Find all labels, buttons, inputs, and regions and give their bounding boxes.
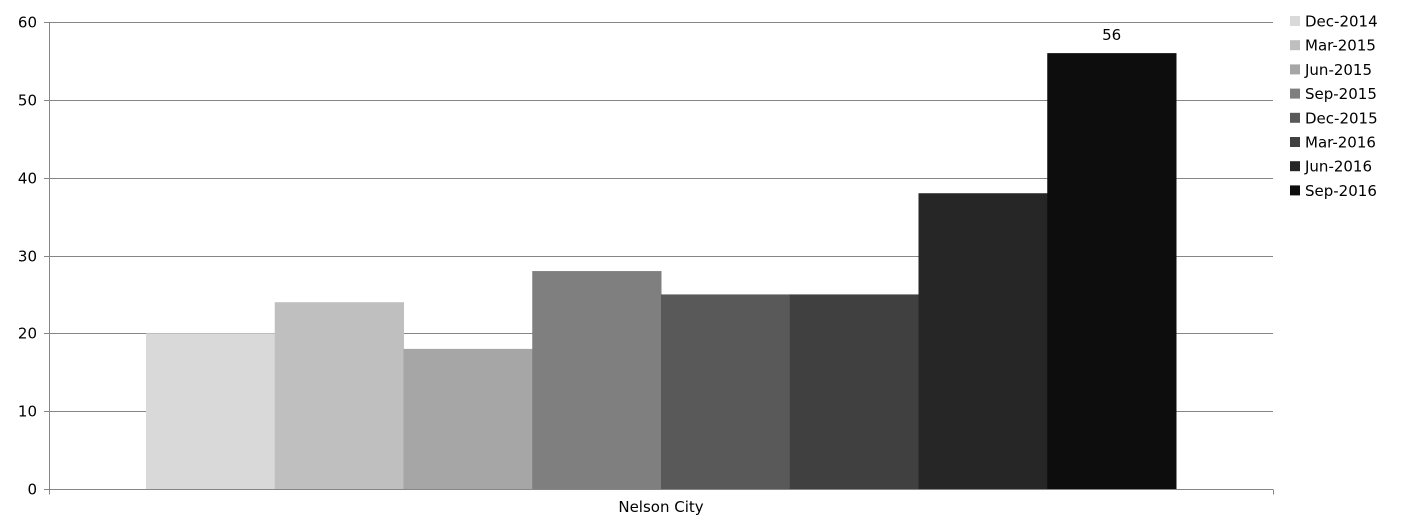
legend-swatch (1290, 64, 1300, 75)
bar-mar-2015 (274, 302, 404, 489)
legend-item: Sep-2015 (1290, 85, 1377, 103)
bar-mar-2016 (789, 294, 919, 489)
y-tick-label: 50 (18, 92, 37, 110)
legend-swatch (1290, 112, 1300, 123)
legend-label: Mar-2016 (1305, 134, 1376, 152)
legend-label: Mar-2015 (1305, 37, 1376, 55)
y-tick-label: 30 (18, 248, 37, 266)
labels: 0 10 20 30 40 50 60 56 Nelson City (18, 14, 1121, 517)
legend-swatch (1290, 137, 1300, 147)
y-tick-label: 10 (18, 403, 37, 421)
y-tick-label: 0 (27, 481, 37, 499)
legend: Dec-2014 Mar-2015 Jun-2015 Sep-2015 Dec-2015… (1290, 13, 1378, 200)
legend-label: Jun-2016 (1304, 158, 1372, 176)
legend-item: Dec-2015 (1290, 109, 1378, 127)
legend-item: Jun-2016 (1290, 158, 1372, 176)
legend-label: Dec-2015 (1305, 109, 1378, 127)
legend-label: Sep-2015 (1305, 85, 1377, 103)
bar-sep-2015 (532, 271, 662, 489)
legend-swatch (1290, 88, 1300, 99)
data-label: 56 (1102, 26, 1121, 44)
legend-item: Mar-2015 (1290, 37, 1376, 55)
legend-swatch (1290, 161, 1300, 172)
legend-item: Sep-2016 (1290, 182, 1377, 200)
x-category-label: Nelson City (618, 498, 703, 516)
bar-jun-2016 (918, 193, 1048, 489)
axes (44, 22, 1274, 495)
bars (146, 53, 1177, 490)
legend-item: Dec-2014 (1290, 13, 1378, 31)
bar-dec-2015 (661, 294, 791, 489)
legend-swatch (1290, 16, 1300, 26)
bar-jun-2015 (403, 348, 533, 489)
legend-swatch (1290, 40, 1300, 51)
legend-label: Sep-2016 (1305, 182, 1377, 200)
y-tick-label: 20 (18, 325, 37, 343)
legend-swatch (1290, 185, 1300, 196)
bar-dec-2014 (146, 333, 276, 489)
legend-item: Jun-2015 (1290, 61, 1372, 79)
legend-item: Mar-2016 (1290, 134, 1376, 152)
legend-label: Dec-2014 (1305, 13, 1378, 31)
bar-sep-2016 (1047, 53, 1177, 490)
y-tick-label: 60 (18, 14, 37, 32)
y-tick-label: 40 (18, 170, 37, 188)
legend-label: Jun-2015 (1304, 61, 1372, 79)
